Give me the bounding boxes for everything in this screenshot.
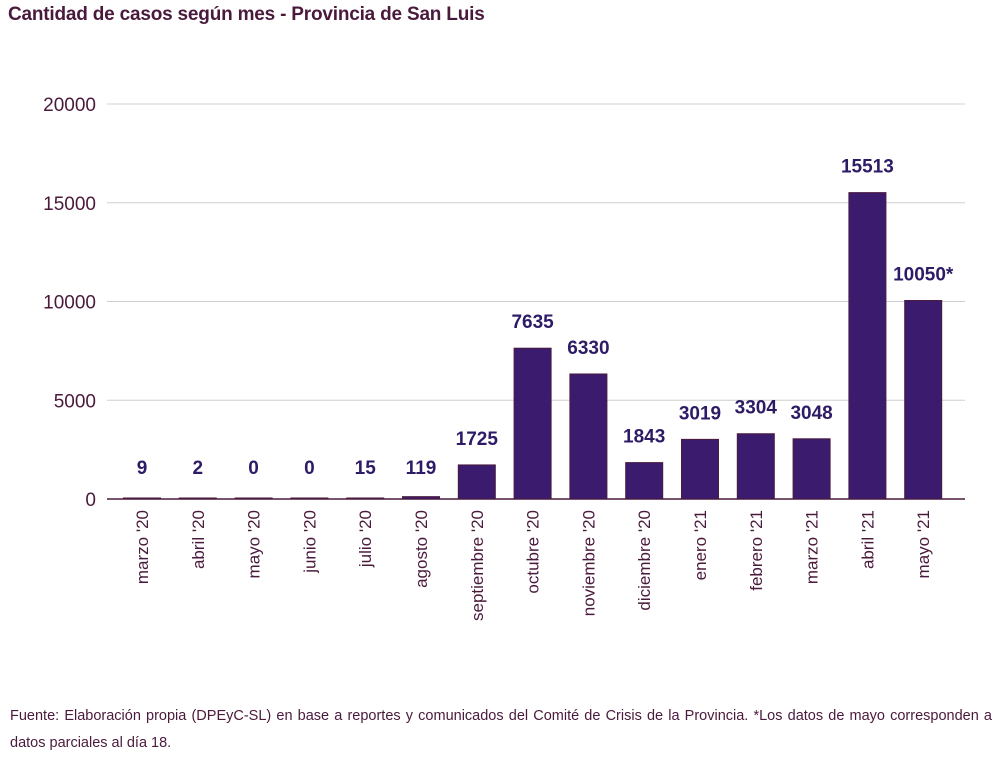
y-tick-label: 15000	[43, 194, 96, 215]
x-tick-label: abril '21	[858, 510, 877, 569]
bar	[848, 192, 887, 500]
x-tick-label: julio '20	[356, 510, 375, 568]
data-label: 119	[406, 458, 437, 479]
x-tick-label: enero '21	[691, 510, 710, 580]
x-tick-label: febrero '21	[747, 510, 766, 591]
y-tick-label: 0	[85, 490, 96, 511]
bar	[457, 464, 496, 500]
data-label: 10050*	[893, 265, 954, 286]
data-label: 15513	[841, 157, 894, 178]
bar	[904, 300, 943, 500]
bar	[178, 497, 217, 500]
data-label: 3019	[679, 403, 721, 424]
y-tick-label: 5000	[54, 391, 96, 412]
source-note: Fuente: Elaboración propia (DPEyC-SL) en…	[10, 708, 992, 751]
bar	[736, 433, 775, 500]
data-label: 9	[137, 458, 148, 479]
y-tick-label: 20000	[43, 95, 96, 116]
x-tick-label: octubre '20	[524, 510, 543, 594]
data-labels: 9 2 0 0 15 119 1725 7635 6330 1843 3019 3304 3048 155…	[137, 157, 954, 479]
x-tick-label: abril '20	[189, 510, 208, 569]
data-label: 15	[355, 458, 377, 479]
bar-chart: 0 5000 10000 15000 20000 9 2 0 0 15 119 1725 7635 63…	[43, 95, 965, 621]
bar	[123, 497, 161, 500]
bar	[792, 438, 831, 500]
x-tick-label: junio '20	[300, 510, 319, 574]
bar	[625, 462, 664, 500]
bar	[513, 347, 552, 500]
data-label: 3048	[790, 403, 832, 424]
x-axis-ticks: marzo '20 abril '20 mayo '20 junio '20 julio…	[133, 510, 933, 621]
data-label: 2	[193, 458, 204, 479]
x-tick-label: agosto '20	[412, 510, 431, 588]
data-label: 6330	[567, 338, 609, 359]
data-label: 0	[304, 458, 315, 479]
x-tick-label: noviembre '20	[579, 510, 598, 616]
bar	[346, 497, 385, 500]
bar	[569, 373, 608, 500]
bar	[402, 496, 440, 500]
data-label: 1725	[456, 429, 499, 450]
x-tick-label: diciembre '20	[635, 510, 654, 611]
x-tick-label: marzo '21	[803, 510, 822, 584]
y-axis-ticks: 0 5000 10000 15000 20000	[43, 95, 96, 511]
x-tick-label: septiembre '20	[468, 510, 487, 621]
data-label: 7635	[511, 312, 554, 333]
data-label: 3304	[735, 398, 778, 419]
chart-title: Cantidad de casos según mes - Provincia …	[8, 4, 485, 25]
y-tick-label: 10000	[43, 293, 96, 314]
x-tick-label: mayo '21	[914, 510, 933, 578]
bars	[123, 192, 943, 500]
x-tick-label: marzo '20	[133, 510, 152, 584]
bar	[681, 438, 719, 500]
bar	[290, 497, 329, 500]
data-label: 1843	[623, 427, 665, 448]
data-label: 0	[248, 458, 259, 479]
x-tick-label: mayo '20	[245, 510, 264, 578]
bar	[234, 497, 273, 500]
